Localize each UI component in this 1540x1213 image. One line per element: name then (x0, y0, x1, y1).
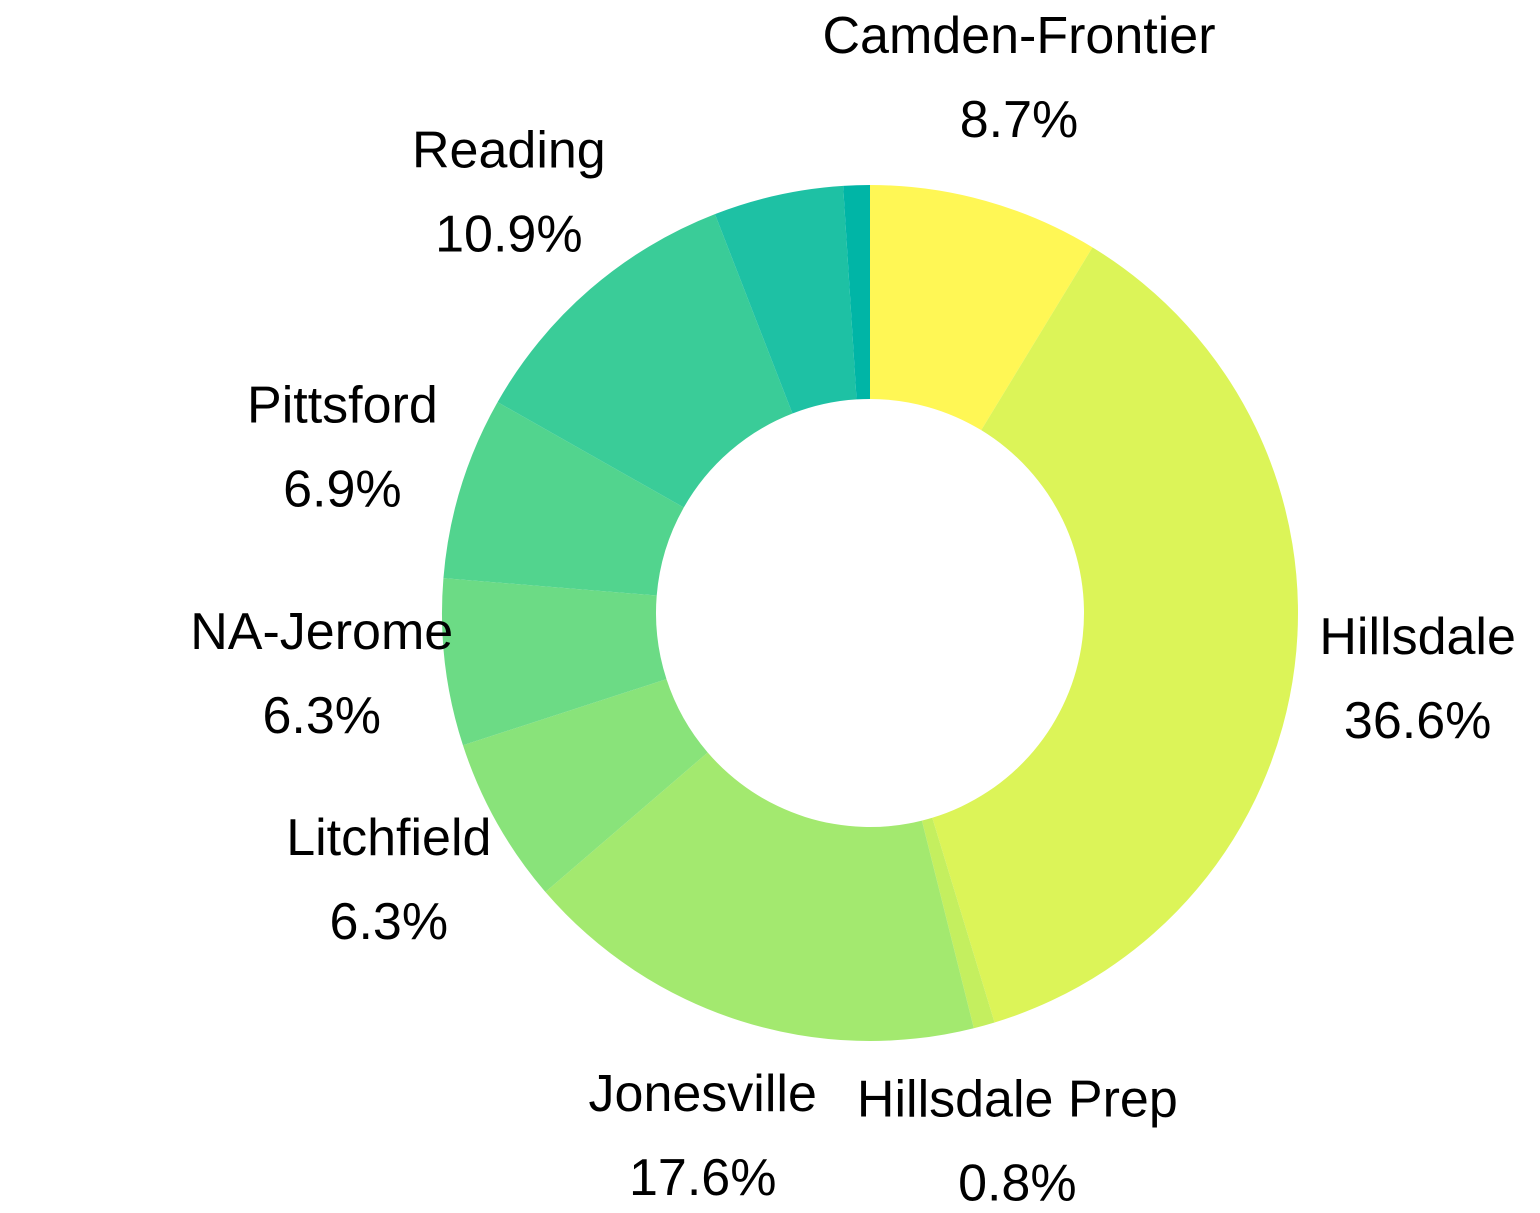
slice-label: Pittsford (247, 376, 438, 434)
slice (462, 679, 708, 892)
slice-label: NA-Jerome (190, 603, 453, 661)
slice (443, 402, 684, 596)
slice (497, 214, 793, 508)
slice-value: 6.9% (283, 460, 402, 518)
slice (870, 185, 1093, 431)
slice-value: 6.3% (262, 687, 381, 745)
slice-value: 8.7% (960, 91, 1079, 149)
slice-value: 6.3% (330, 893, 449, 951)
slice-label: Litchfield (286, 809, 491, 867)
slice (921, 817, 995, 1029)
slice-label: Jonesville (589, 1065, 817, 1123)
slice-value: 0.8% (958, 1155, 1077, 1213)
slice (714, 185, 857, 414)
slice (545, 752, 974, 1041)
slice-value: 10.9% (435, 205, 582, 263)
slice-value: 36.6% (1344, 692, 1491, 750)
slice-label: Hillsdale Prep (857, 1071, 1178, 1129)
slice-label: Reading (412, 121, 606, 179)
slice-label: Hillsdale (1319, 608, 1516, 666)
slice (843, 185, 870, 400)
slice-label: Camden-Frontier (822, 7, 1215, 65)
slice-value: 17.6% (629, 1149, 776, 1207)
slice (441, 578, 667, 746)
slice (932, 247, 1298, 1023)
